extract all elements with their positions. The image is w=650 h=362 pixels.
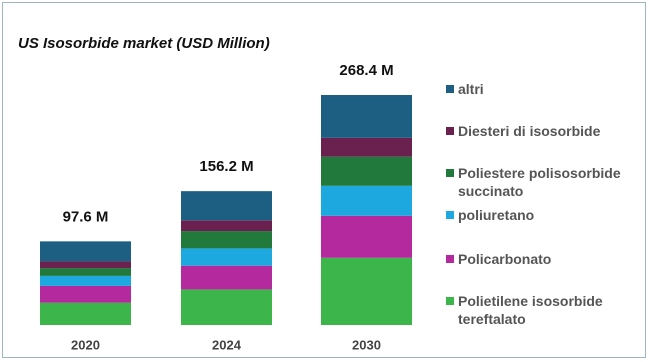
chart-title: US Isosorbide market (USD Million) (18, 35, 270, 52)
bar-segment (40, 285, 131, 303)
bar-segment (40, 302, 131, 325)
bar-segment (181, 248, 272, 266)
x-tick-label: 2024 (212, 337, 242, 352)
bar-segment (321, 95, 412, 138)
bar-segment (181, 265, 272, 290)
legend-item: altri (446, 80, 484, 98)
legend-item: Poliestere polisosorbide succinato (446, 164, 646, 200)
legend-swatch (446, 211, 454, 219)
legend-swatch (446, 85, 454, 93)
legend-label: Policarbonato (458, 251, 552, 267)
bar-segment (40, 275, 131, 286)
bar-segment (40, 268, 131, 276)
legend-label: altri (458, 81, 484, 97)
bar-segment (321, 257, 412, 325)
total-label: 97.6 M (63, 208, 109, 225)
legend-item: Diesteri di isosorbide (446, 122, 600, 140)
bar-segment (181, 289, 272, 325)
legend-swatch (446, 169, 454, 177)
legend-swatch (446, 297, 454, 305)
chart-frame (2, 2, 646, 358)
bar-segment (321, 215, 412, 258)
total-label: 156.2 M (199, 158, 253, 175)
legend-item: poliuretano (446, 206, 534, 224)
bar-segment (321, 137, 412, 157)
legend-item: Policarbonato (446, 250, 551, 268)
x-tick-label: 2020 (71, 337, 100, 352)
legend-label: Poliestere polisosorbide succinato (458, 165, 621, 199)
bar-segment (181, 191, 272, 221)
x-tick-label: 2030 (352, 337, 381, 352)
legend-item: Polietilene isosorbide tereftalato (446, 292, 646, 328)
bar-segment (321, 156, 412, 186)
bar-segment (321, 185, 412, 216)
bar-segment (40, 241, 131, 262)
legend-label: Diesteri di isosorbide (458, 123, 601, 139)
bar-segment (181, 220, 272, 232)
legend-swatch (446, 127, 454, 135)
legend-label: poliuretano (458, 207, 535, 223)
total-label: 268.4 M (339, 62, 393, 79)
bar-segment (181, 231, 272, 249)
legend-label: Polietilene isosorbide tereftalato (458, 293, 603, 327)
bar-segment (40, 261, 131, 269)
legend-swatch (446, 255, 454, 263)
